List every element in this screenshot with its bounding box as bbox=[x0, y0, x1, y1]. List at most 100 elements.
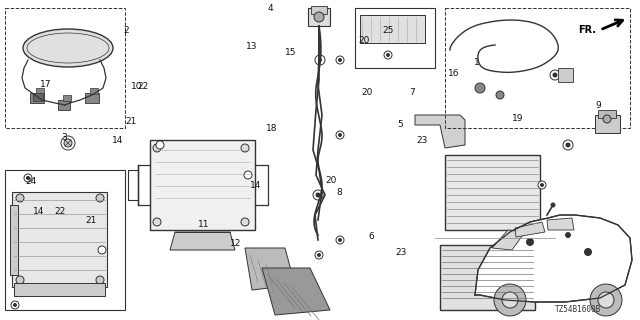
Circle shape bbox=[502, 292, 518, 308]
Circle shape bbox=[11, 301, 19, 309]
Circle shape bbox=[550, 203, 556, 207]
Text: 21: 21 bbox=[125, 117, 137, 126]
Bar bbox=[33, 93, 43, 101]
Circle shape bbox=[565, 232, 571, 238]
Text: 3: 3 bbox=[61, 133, 67, 142]
Text: 12: 12 bbox=[230, 239, 242, 248]
Bar bbox=[63, 95, 71, 101]
Text: 4: 4 bbox=[268, 4, 273, 13]
Bar bbox=[5, 170, 125, 310]
Circle shape bbox=[336, 56, 344, 64]
Text: 21: 21 bbox=[86, 216, 97, 225]
Polygon shape bbox=[475, 215, 632, 302]
Circle shape bbox=[526, 238, 534, 246]
Circle shape bbox=[316, 193, 321, 197]
Circle shape bbox=[541, 266, 545, 270]
Text: 19: 19 bbox=[512, 114, 524, 123]
Text: 7: 7 bbox=[410, 88, 415, 97]
Bar bbox=[58, 100, 70, 110]
Bar bbox=[311, 6, 327, 14]
Circle shape bbox=[590, 284, 622, 316]
Polygon shape bbox=[14, 283, 105, 296]
Circle shape bbox=[336, 236, 344, 244]
Text: 18: 18 bbox=[266, 124, 277, 132]
Circle shape bbox=[98, 246, 106, 254]
Text: 20: 20 bbox=[325, 176, 337, 185]
Circle shape bbox=[24, 174, 32, 182]
Bar bbox=[445, 8, 630, 128]
Ellipse shape bbox=[23, 29, 113, 67]
Text: TZ54B1600B: TZ54B1600B bbox=[555, 305, 601, 314]
Circle shape bbox=[598, 292, 614, 308]
Circle shape bbox=[386, 53, 390, 57]
Circle shape bbox=[64, 139, 72, 147]
Text: 11: 11 bbox=[198, 220, 210, 228]
Text: 23: 23 bbox=[416, 136, 428, 145]
Circle shape bbox=[61, 136, 75, 150]
Text: 5: 5 bbox=[397, 120, 403, 129]
Circle shape bbox=[153, 144, 161, 152]
Circle shape bbox=[539, 264, 547, 272]
Circle shape bbox=[338, 58, 342, 62]
Bar bbox=[595, 115, 620, 133]
Text: 17: 17 bbox=[40, 80, 52, 89]
Circle shape bbox=[16, 194, 24, 202]
Text: 25: 25 bbox=[383, 26, 394, 35]
Bar bbox=[36, 88, 44, 94]
Bar bbox=[308, 8, 330, 26]
Circle shape bbox=[338, 238, 342, 242]
Circle shape bbox=[13, 303, 17, 307]
Polygon shape bbox=[515, 222, 545, 237]
Circle shape bbox=[550, 70, 560, 80]
Bar bbox=[12, 192, 107, 287]
Circle shape bbox=[156, 141, 164, 149]
Bar bbox=[558, 68, 573, 82]
Circle shape bbox=[584, 248, 592, 256]
Text: 14: 14 bbox=[112, 136, 124, 145]
Text: 1: 1 bbox=[474, 58, 479, 67]
Circle shape bbox=[384, 51, 392, 59]
Circle shape bbox=[566, 142, 570, 148]
Circle shape bbox=[315, 251, 323, 259]
Circle shape bbox=[313, 190, 323, 200]
Bar bbox=[150, 140, 255, 230]
Bar bbox=[445, 155, 540, 230]
Text: FR.: FR. bbox=[578, 25, 596, 35]
Bar bbox=[5, 8, 125, 128]
Circle shape bbox=[540, 183, 544, 187]
Text: 2: 2 bbox=[124, 26, 129, 35]
Text: 8: 8 bbox=[336, 188, 342, 196]
Text: 23: 23 bbox=[395, 248, 406, 257]
Text: 20: 20 bbox=[362, 88, 373, 97]
Bar bbox=[85, 93, 99, 103]
Circle shape bbox=[244, 171, 252, 179]
Circle shape bbox=[475, 83, 485, 93]
Circle shape bbox=[314, 12, 324, 22]
Bar bbox=[30, 93, 44, 103]
Circle shape bbox=[552, 73, 557, 77]
Polygon shape bbox=[10, 205, 18, 275]
Circle shape bbox=[241, 144, 249, 152]
Polygon shape bbox=[170, 232, 235, 250]
Polygon shape bbox=[262, 268, 330, 315]
Bar bbox=[360, 15, 425, 43]
Circle shape bbox=[153, 218, 161, 226]
Bar bbox=[598, 110, 616, 118]
Circle shape bbox=[315, 55, 325, 65]
Text: 14: 14 bbox=[250, 181, 261, 190]
Circle shape bbox=[96, 276, 104, 284]
Text: 16: 16 bbox=[448, 69, 460, 78]
Circle shape bbox=[496, 91, 504, 99]
Circle shape bbox=[96, 194, 104, 202]
Text: 13: 13 bbox=[246, 42, 258, 51]
Circle shape bbox=[336, 131, 344, 139]
Bar bbox=[440, 245, 535, 310]
Text: 24: 24 bbox=[26, 177, 37, 186]
Polygon shape bbox=[492, 230, 525, 250]
Bar bbox=[355, 8, 435, 68]
Circle shape bbox=[317, 253, 321, 257]
Text: 22: 22 bbox=[54, 207, 66, 216]
Text: 6: 6 bbox=[368, 232, 374, 241]
Circle shape bbox=[494, 284, 526, 316]
Circle shape bbox=[338, 133, 342, 137]
